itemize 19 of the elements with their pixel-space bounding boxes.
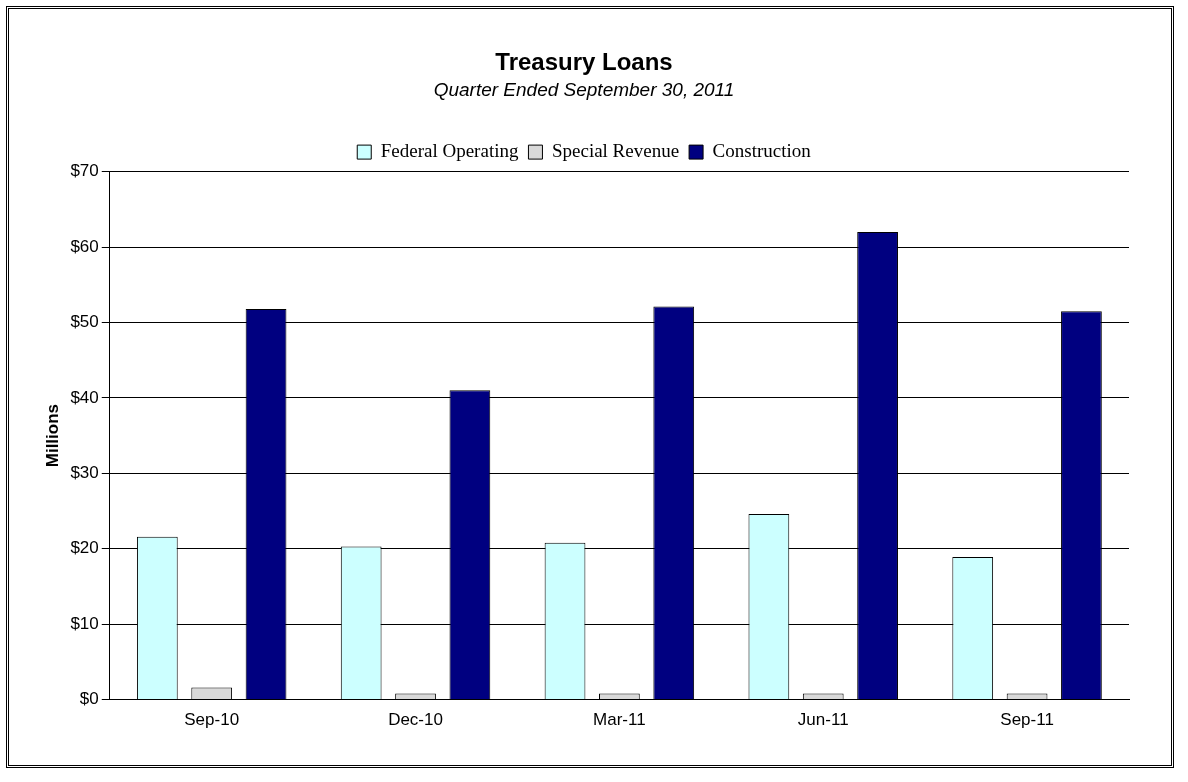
x-tick-label: Jun-11 xyxy=(797,710,849,730)
y-tick-label: $20 xyxy=(70,538,99,558)
y-axis-title: Millions xyxy=(42,403,62,468)
x-tick-label: Dec-10 xyxy=(388,710,443,730)
legend-label: Special Revenue xyxy=(551,140,680,162)
y-tick-label: $50 xyxy=(70,312,99,332)
y-tick-label: $70 xyxy=(70,161,99,181)
y-tick-label: $30 xyxy=(70,463,99,482)
legend-label: Construction xyxy=(712,140,812,162)
chart-title: Treasury Loans xyxy=(495,48,673,76)
x-tick-label: Sep-10 xyxy=(184,710,240,730)
y-tick-label: $60 xyxy=(70,236,99,256)
x-tick-label: Mar-11 xyxy=(593,710,646,730)
y-tick-label: $40 xyxy=(70,387,99,407)
x-tick-label: Sep-11 xyxy=(1000,710,1054,730)
legend-label: Federal Operating xyxy=(380,140,519,162)
chart-subtitle: Quarter Ended September 30, 2011 xyxy=(433,79,735,101)
y-tick-label: $0 xyxy=(79,689,99,709)
y-tick-label: $10 xyxy=(70,613,99,633)
